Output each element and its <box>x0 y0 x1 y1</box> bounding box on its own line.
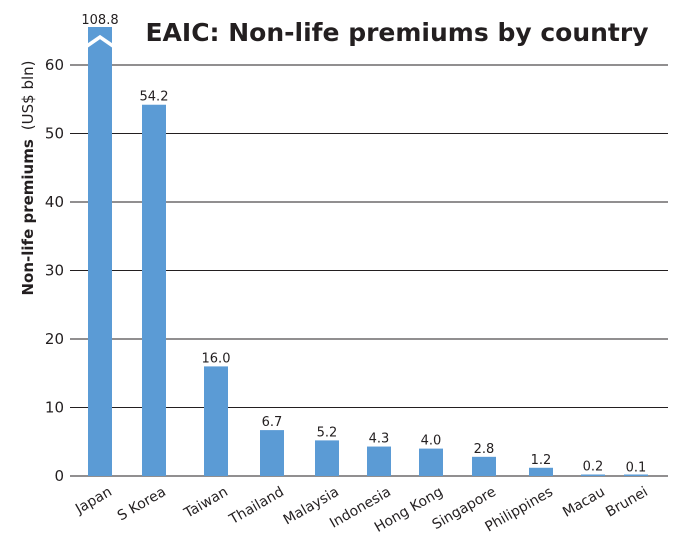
data-label: 16.0 <box>202 351 231 366</box>
chart-title: EAIC: Non-life premiums by country <box>145 18 648 47</box>
y-tick-label: 0 <box>54 467 64 485</box>
y-tick-label: 50 <box>45 125 64 143</box>
data-label: 4.0 <box>421 434 442 449</box>
data-label: 0.2 <box>583 460 604 475</box>
bar <box>315 440 339 476</box>
y-tick-label: 20 <box>45 330 64 348</box>
data-label: 4.3 <box>369 432 390 447</box>
y-tick-label: 30 <box>45 262 64 280</box>
axis-break-mark <box>86 34 114 48</box>
x-tick-label: Taiwan <box>181 484 231 522</box>
bar <box>367 446 391 476</box>
x-tick-label: Thailand <box>226 484 287 528</box>
data-label: 1.2 <box>531 453 552 468</box>
y-axis-label-main: Non-life premiums <box>19 139 37 295</box>
y-axis-label-unit: (US$ bln) <box>19 60 37 130</box>
bar <box>88 27 112 476</box>
bar <box>472 456 496 476</box>
bar <box>204 366 228 476</box>
data-label: 108.8 <box>81 13 118 28</box>
x-tick-label: S Korea <box>115 484 169 524</box>
bar <box>260 430 284 476</box>
data-label: 54.2 <box>140 90 169 105</box>
y-tick-label: 40 <box>45 193 64 211</box>
data-label: 0.1 <box>626 460 647 475</box>
x-tick-label: Japan <box>72 484 115 518</box>
y-axis-ticks: 0 10 20 30 40 50 60 <box>45 56 64 485</box>
data-label: 6.7 <box>262 415 283 430</box>
gridlines <box>70 64 668 477</box>
x-axis-labels: Japan S Korea TaiwanThailandMalaysiaIndone… <box>72 484 651 536</box>
bar <box>581 474 605 476</box>
bar <box>142 104 166 476</box>
bar <box>419 448 443 476</box>
data-label: 5.2 <box>317 425 338 440</box>
y-tick-label: 60 <box>45 56 64 74</box>
bars <box>86 27 648 476</box>
bar <box>624 474 648 476</box>
y-tick-label: 10 <box>45 399 64 417</box>
bar <box>529 467 553 476</box>
data-label: 2.8 <box>474 442 495 457</box>
data-labels: 108.8 54.2 16.0 6.7 5.2 4.3 4.0 2.8 1.2 0.2 0.1 <box>81 13 646 475</box>
x-tick-label: Macau <box>560 484 608 521</box>
x-tick-label: Brunei <box>603 484 650 521</box>
y-axis-label: Non-life premiums (US$ bln) <box>19 60 37 295</box>
